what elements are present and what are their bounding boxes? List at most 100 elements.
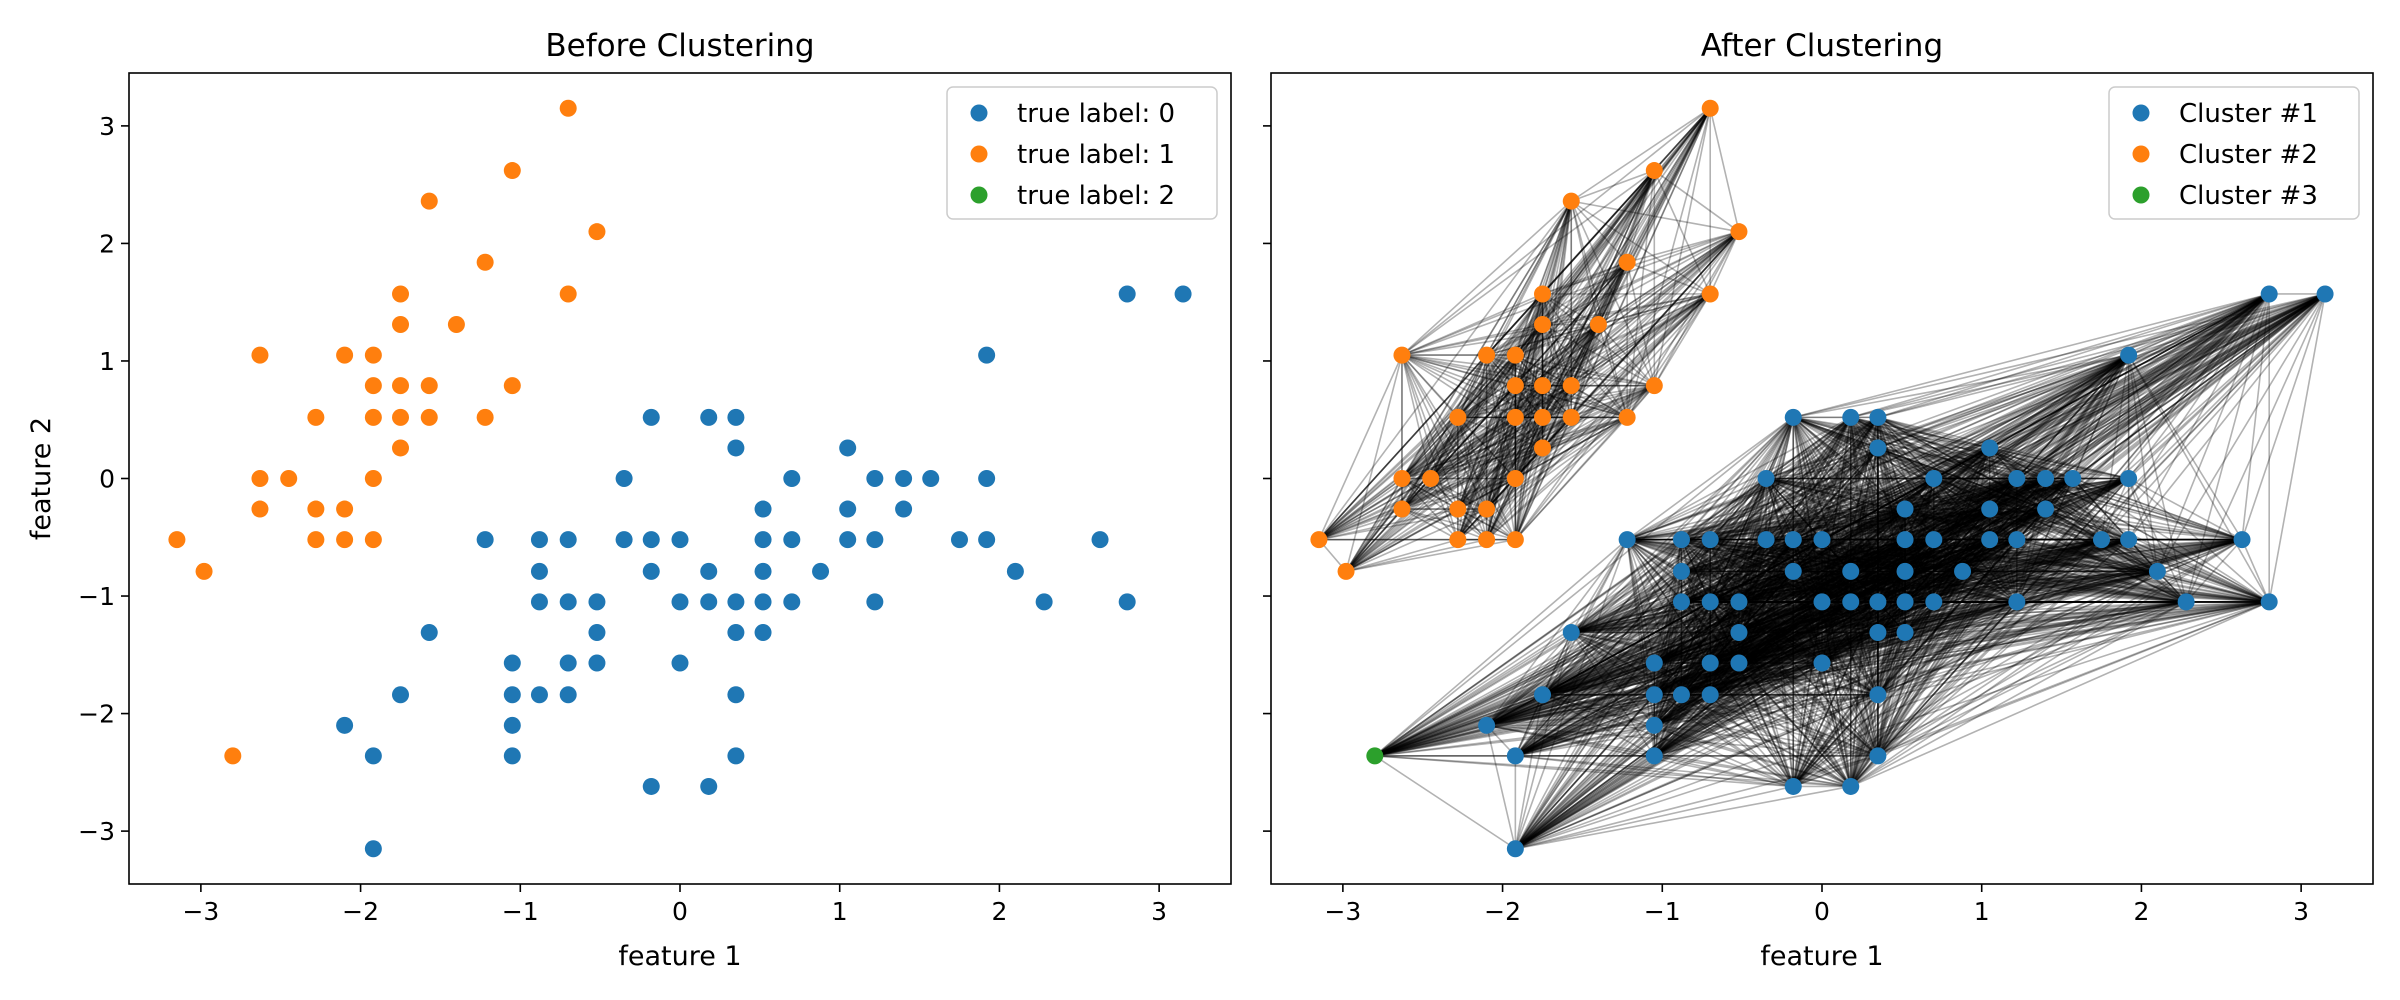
- graph-edge: [1680, 539, 1852, 787]
- point-cluster-2: [1506, 531, 1524, 549]
- graph-edge: [1515, 601, 1935, 757]
- graph-edge: [1542, 601, 1934, 696]
- point-true-label-0: [503, 654, 521, 672]
- graph-edge: [1765, 477, 1935, 541]
- point-cluster-1: [2008, 470, 2026, 487]
- graph-edge: [1989, 538, 2270, 603]
- graph-edge: [1850, 508, 1906, 603]
- graph-edge: [1738, 601, 1906, 664]
- graph-edge: [1571, 601, 2187, 634]
- graph-edge: [1904, 354, 2130, 510]
- graph-edge: [1485, 170, 1656, 510]
- graph-edge: [1821, 538, 1935, 603]
- graph-edge: [1514, 662, 1823, 850]
- graph-edge: [1792, 293, 2270, 788]
- graph-edge: [1709, 601, 1935, 696]
- graph-edge: [2016, 538, 2243, 603]
- graph-edge: [1821, 601, 1879, 664]
- graph-edge: [1485, 354, 1517, 479]
- graph-edge: [1514, 538, 1935, 850]
- graph-edge: [1738, 570, 1906, 603]
- graph-edge: [1709, 570, 1963, 664]
- point-true-label-0: [1118, 285, 1136, 303]
- graph-edge: [2072, 478, 2103, 540]
- point-cluster-1: [1478, 716, 1496, 734]
- graph-edge: [1850, 293, 2270, 603]
- graph-edge: [1792, 571, 1879, 757]
- graph-edge: [1541, 539, 1628, 696]
- graph-edge: [1738, 570, 2158, 664]
- graph-edge: [1821, 538, 2129, 664]
- graph-edge: [1486, 230, 1740, 356]
- graph-edge: [1514, 293, 1544, 540]
- graph-edge: [1653, 662, 1823, 757]
- graph-edge: [1681, 538, 1852, 603]
- graph-edge: [1653, 416, 1879, 757]
- graph-edge: [1514, 538, 2102, 850]
- graph-edge: [1821, 508, 2047, 664]
- graph-edge: [1850, 570, 1906, 603]
- graph-edge: [1738, 539, 1823, 664]
- graph-edge: [1904, 508, 2046, 573]
- point-true-label-1: [420, 192, 438, 210]
- graph-edge: [1486, 261, 1628, 356]
- graph-edge: [1877, 354, 2130, 603]
- graph-edge: [1877, 293, 2270, 449]
- graph-edge: [1457, 200, 1573, 540]
- point-true-label-0: [503, 747, 521, 765]
- graph-edge: [1514, 416, 1628, 541]
- graph-edge: [1821, 539, 1852, 603]
- graph-edge: [1709, 538, 1935, 603]
- graph-edge: [1486, 539, 1711, 726]
- graph-edge: [1653, 601, 1711, 696]
- graph-edge: [1401, 323, 1599, 480]
- graph-edge: [1457, 293, 1544, 540]
- graph-edge: [1877, 538, 2130, 696]
- graph-edge: [1738, 631, 1823, 664]
- graph-edge: [1542, 477, 1935, 696]
- point-true-label-0: [1118, 593, 1136, 611]
- graph-edge: [1681, 601, 1740, 634]
- graph-edge: [1738, 601, 2270, 664]
- graph-edge: [1792, 570, 1879, 634]
- graph-edge: [1989, 293, 2270, 541]
- graph-edge: [1821, 354, 2130, 541]
- graph-edge: [1877, 539, 1935, 696]
- point-cluster-1: [1701, 593, 1719, 611]
- graph-edge: [1515, 601, 2270, 757]
- graph-edge: [1345, 508, 1459, 573]
- graph-edge: [1877, 508, 2047, 757]
- graph-edge: [1542, 447, 1991, 696]
- graph-edge: [1710, 538, 1906, 573]
- point-true-label-1: [392, 316, 410, 334]
- graph-edge: [1542, 354, 2130, 696]
- graph-edge: [1877, 477, 2047, 603]
- graph-edge: [1680, 477, 1767, 541]
- graph-edge: [1709, 538, 2018, 664]
- graph-edge: [1457, 293, 1711, 510]
- point-true-label-1: [307, 408, 325, 426]
- graph-edge: [1904, 508, 2102, 541]
- y-tick-label: 0: [99, 465, 115, 494]
- graph-edge: [1738, 477, 2074, 634]
- graph-edge: [1541, 200, 1573, 386]
- graph-edge: [1457, 417, 1517, 540]
- graph-edge: [1486, 354, 1572, 419]
- graph-edge: [1570, 200, 1656, 386]
- graph-edge: [1680, 477, 1767, 572]
- graph-edge: [1654, 570, 2158, 664]
- graph-edge: [1792, 539, 1991, 787]
- graph-edge: [1514, 107, 1711, 387]
- graph-edge: [1653, 508, 1906, 757]
- graph-edge: [1542, 384, 1655, 419]
- graph-edge: [1541, 293, 1573, 418]
- graph-edge: [1961, 477, 2047, 572]
- graph-edge: [1514, 477, 1935, 850]
- graph-edge: [1710, 538, 1851, 573]
- graph-edge: [1571, 631, 1879, 696]
- graph-edge: [2016, 478, 2047, 603]
- graph-edge: [1738, 601, 1823, 634]
- graph-edge: [1904, 601, 2018, 634]
- graph-edge: [1541, 632, 1572, 696]
- graph-edge: [1821, 570, 1906, 664]
